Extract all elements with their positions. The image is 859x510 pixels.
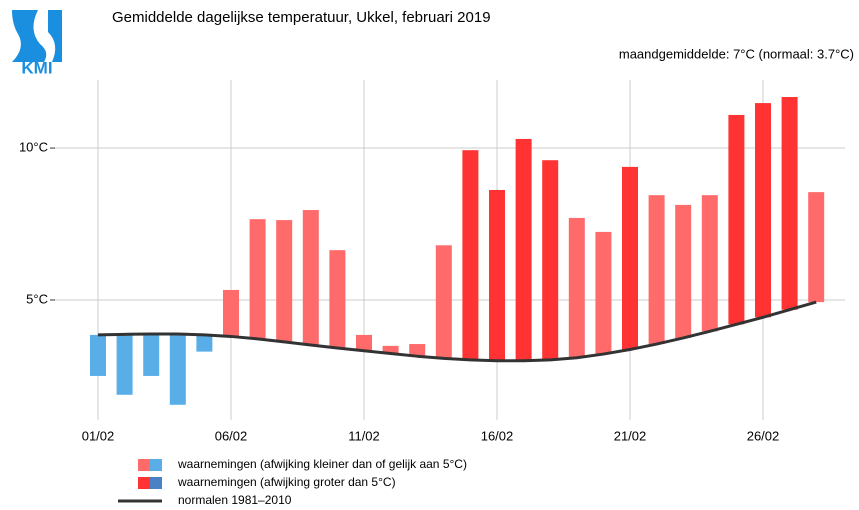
legend-swatch — [150, 459, 162, 471]
legend-label: waarnemingen (afwijking kleiner dan of g… — [177, 457, 467, 471]
bar — [515, 138, 532, 361]
legend-label: normalen 1981–2010 — [178, 493, 292, 507]
bar — [90, 334, 106, 376]
chart-subtitle: maandgemiddelde: 7°C (normaal: 3.7°C) — [619, 46, 854, 61]
bar — [622, 166, 638, 350]
legend-swatch — [150, 477, 162, 489]
bar — [409, 344, 426, 357]
bar — [196, 334, 213, 352]
bar — [542, 160, 559, 360]
x-tick-label: 06/02 — [215, 428, 248, 443]
bar — [728, 114, 745, 325]
legend-swatch — [138, 477, 150, 489]
y-tick-label: 10°C — [19, 139, 48, 154]
bar — [755, 103, 771, 318]
bar — [302, 210, 319, 345]
bar — [701, 195, 718, 332]
bar — [223, 289, 239, 337]
bar — [568, 217, 585, 358]
bar — [356, 334, 372, 351]
x-tick-label: 01/02 — [82, 428, 115, 443]
logo-shape — [48, 10, 62, 62]
x-tick-label: 11/02 — [348, 428, 380, 443]
bar — [648, 195, 665, 345]
bar — [249, 219, 266, 339]
bar — [781, 97, 798, 310]
legend-label: waarnemingen (afwijking groter dan 5°C) — [177, 475, 396, 489]
bar — [169, 334, 186, 405]
chart-title: Gemiddelde dagelijkse temperatuur, Ukkel… — [112, 9, 491, 26]
y-tick-label: 5°C — [26, 291, 48, 306]
logo-shape — [12, 10, 47, 62]
bar — [462, 150, 479, 360]
legend-swatch — [138, 459, 150, 471]
bar — [382, 345, 399, 354]
logo: KMI — [12, 10, 62, 77]
normal-line — [97, 300, 817, 363]
bar — [143, 334, 160, 376]
bar — [276, 220, 293, 342]
x-tick-label: 16/02 — [481, 428, 514, 443]
x-tick-label: 26/02 — [747, 428, 780, 443]
logo-text: KMI — [21, 58, 52, 77]
bar — [489, 189, 505, 361]
bar — [595, 231, 612, 355]
bar — [675, 204, 692, 338]
bar — [116, 334, 133, 395]
bar — [435, 245, 452, 359]
bar — [808, 192, 825, 303]
bar — [329, 250, 346, 348]
x-tick-label: 21/02 — [614, 428, 647, 443]
